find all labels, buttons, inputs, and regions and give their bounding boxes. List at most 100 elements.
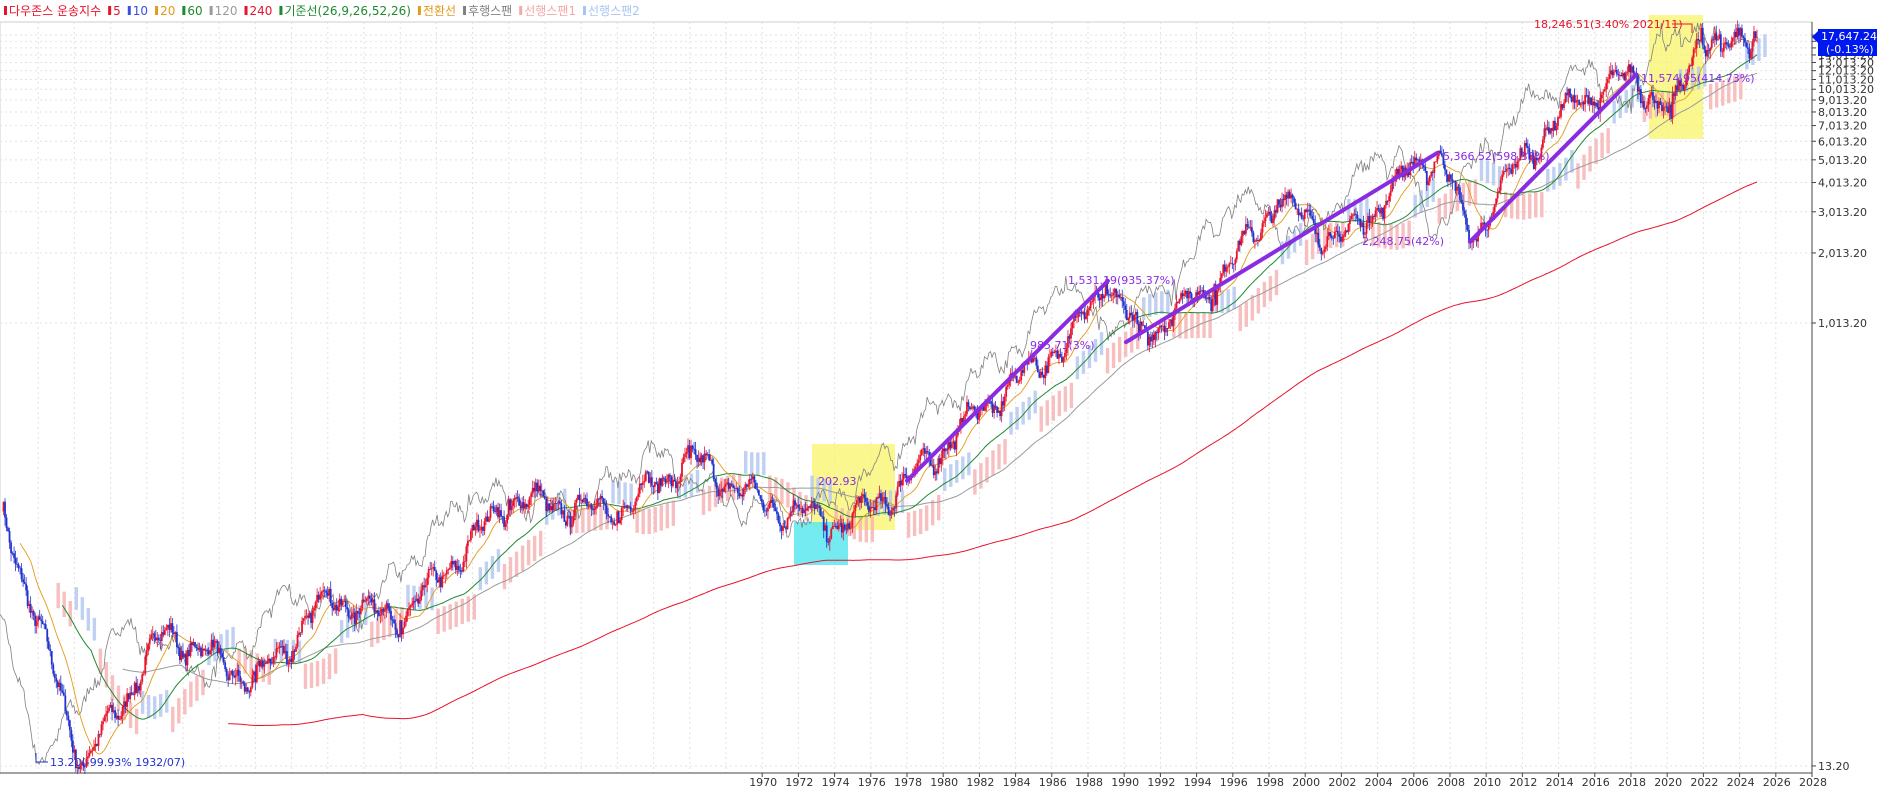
- cloud-segment: [1733, 76, 1737, 102]
- cloud-segment: [1648, 93, 1653, 119]
- cloud-segment: [134, 708, 139, 735]
- cloud-segment: [1467, 180, 1472, 206]
- candle-body: [540, 490, 543, 492]
- x-tick-label: 1972: [785, 776, 813, 789]
- candle-body: [1321, 252, 1324, 255]
- candle-body: [575, 499, 578, 504]
- candle-body: [204, 649, 207, 651]
- candle-body: [650, 477, 653, 486]
- candle-body: [450, 561, 453, 568]
- cloud-segment: [382, 614, 386, 641]
- candle-body: [635, 497, 638, 502]
- candle-body: [162, 632, 165, 635]
- ma120-line: [122, 72, 1758, 685]
- candle-body: [899, 480, 902, 486]
- x-tick-label: 2008: [1437, 776, 1465, 789]
- candle-body: [1548, 127, 1550, 134]
- cloud-segment: [1117, 336, 1122, 363]
- cloud-segment: [146, 694, 151, 718]
- candle-body: [521, 502, 524, 508]
- candle-body: [744, 484, 747, 489]
- candle-body: [860, 495, 863, 503]
- cloud-segment: [1075, 356, 1080, 380]
- candle-body: [1751, 42, 1754, 52]
- candle-body: [76, 766, 79, 769]
- cloud-segment: [412, 585, 416, 609]
- candle-body: [1352, 214, 1354, 216]
- candle-body: [1646, 105, 1648, 109]
- candle-body: [676, 483, 679, 489]
- candle-body: [1498, 190, 1501, 193]
- candle-body: [1730, 41, 1733, 48]
- candle-body: [411, 603, 414, 606]
- candle-body: [17, 564, 20, 568]
- candle-body: [614, 524, 617, 526]
- low-2009-annotation: 2,248.75(42%): [1362, 235, 1444, 248]
- candle-body: [270, 662, 273, 664]
- candle-body: [1695, 38, 1698, 49]
- cloud-segment: [1208, 312, 1212, 339]
- candle-body: [28, 604, 31, 606]
- candle-body: [1671, 93, 1674, 119]
- candle-body: [1092, 296, 1095, 301]
- candle-body: [1582, 102, 1585, 105]
- candle-body: [179, 647, 181, 661]
- candle-body: [996, 406, 999, 413]
- candle-body: [1180, 293, 1182, 299]
- candle-body: [1528, 147, 1531, 160]
- candle-body: [1053, 352, 1056, 354]
- cloud-segment: [165, 689, 169, 713]
- cloud-segment: [321, 658, 326, 684]
- candle-body: [453, 561, 456, 565]
- candle-body: [917, 460, 920, 463]
- candle-body: [445, 570, 448, 575]
- legend-swatch: [519, 6, 523, 15]
- candle-body: [982, 405, 985, 411]
- candle-body: [1005, 386, 1008, 397]
- candle-body: [1511, 164, 1514, 174]
- candle-body: [1389, 191, 1392, 197]
- candle-body: [1744, 37, 1746, 43]
- candle-body: [1454, 180, 1457, 191]
- candle-body: [397, 634, 400, 638]
- candle-body: [1649, 94, 1651, 99]
- candle-body: [754, 482, 757, 489]
- cloud-segment: [1166, 289, 1170, 313]
- candle-body: [732, 485, 735, 488]
- candle-body: [302, 618, 305, 621]
- x-tick-label: 2016: [1582, 776, 1610, 789]
- cloud-segment: [1606, 128, 1610, 154]
- candle-body: [252, 671, 255, 676]
- candle-body: [902, 474, 905, 480]
- y-tick-label: 3,013.20: [1818, 206, 1867, 219]
- candle-body: [1481, 222, 1484, 224]
- candle-body: [352, 612, 355, 614]
- candle-body: [1159, 325, 1161, 328]
- candle-body: [1130, 312, 1133, 315]
- candle-body: [708, 454, 711, 461]
- candle-body: [462, 561, 465, 572]
- cloud-segment: [725, 475, 730, 502]
- candle-body: [1537, 159, 1540, 161]
- x-tick-label: 1994: [1184, 776, 1212, 789]
- candle-body: [465, 546, 468, 562]
- candle-body: [730, 483, 733, 486]
- candle-body: [994, 405, 997, 407]
- candle-body: [846, 523, 849, 530]
- cloud-segment: [68, 600, 72, 627]
- candle-body: [212, 639, 214, 648]
- candle-body: [1293, 197, 1296, 203]
- candle-body: [833, 525, 836, 527]
- candle-body: [1133, 314, 1136, 321]
- candle-body: [1502, 171, 1505, 175]
- cloud-segment: [98, 648, 103, 674]
- candle-body: [1288, 191, 1291, 199]
- cloud-segment: [1497, 166, 1502, 189]
- cloud-segment: [466, 596, 470, 622]
- cloud-segment: [478, 567, 483, 590]
- candle-body: [329, 588, 332, 603]
- candle-body: [1401, 165, 1404, 178]
- candle-body: [898, 480, 900, 487]
- candle-body: [290, 658, 293, 663]
- cloud-segment: [1763, 34, 1767, 58]
